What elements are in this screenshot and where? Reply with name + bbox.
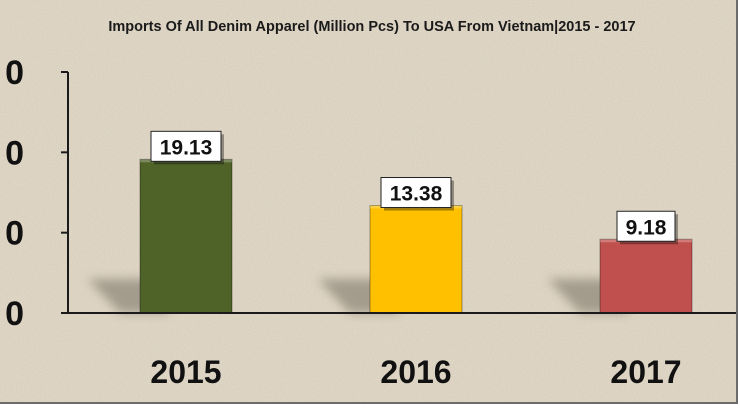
data-labels: 19.13 13.38 9.18 — [150, 130, 678, 245]
bar-2017 — [599, 238, 693, 314]
x-tick-label: 2016 — [380, 354, 451, 390]
data-label-box — [150, 130, 222, 162]
bars — [139, 158, 693, 314]
bar-2016 — [369, 205, 463, 314]
y-tick-label: 0 — [5, 295, 24, 333]
data-label-box — [380, 177, 452, 209]
y-tick-label: 0 — [5, 134, 24, 172]
data-label: 9.18 — [626, 216, 667, 239]
y-tick-label: 0 — [5, 54, 24, 92]
x-tick-label: 2017 — [610, 354, 681, 390]
x-tick-label: 2015 — [150, 354, 221, 390]
axes: 0 0 0 0 2015 2016 2017 — [5, 54, 736, 390]
data-label: 19.13 — [160, 136, 213, 159]
chart-title: Imports Of All Denim Apparel (Million Pc… — [108, 19, 635, 35]
y-tick-label: 0 — [5, 215, 24, 253]
data-label-box — [616, 210, 676, 242]
bar-2015 — [139, 158, 233, 314]
data-label: 13.38 — [390, 183, 443, 206]
